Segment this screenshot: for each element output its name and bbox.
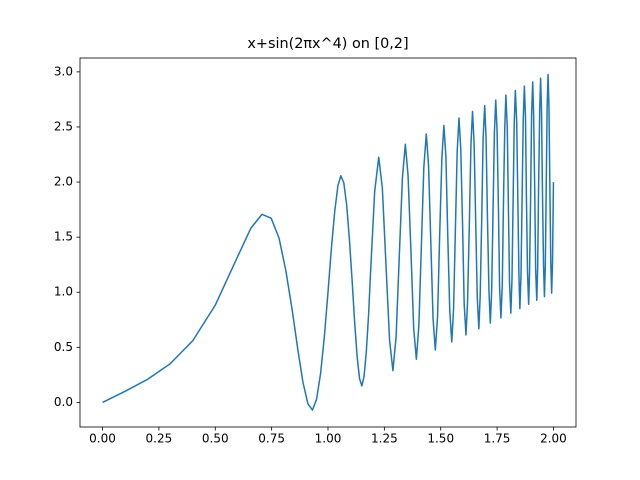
x-tick-label: 0.00 <box>89 432 116 446</box>
y-tick-label: 1.5 <box>54 230 73 244</box>
y-tick-label: 2.5 <box>54 119 73 133</box>
y-tick-label: 1.0 <box>54 285 73 299</box>
x-tick-label: 1.25 <box>371 432 398 446</box>
x-tick-label: 1.00 <box>315 432 342 446</box>
line-series <box>102 73 555 411</box>
y-tick-label: 2.0 <box>54 175 73 189</box>
x-tick-label: 0.75 <box>258 432 285 446</box>
chart-title: x+sin(2πx^4) on [0,2] <box>247 36 408 52</box>
x-tick-label: 2.00 <box>540 432 567 446</box>
y-tick-label: 0.5 <box>54 340 73 354</box>
x-tick-label: 1.75 <box>484 432 511 446</box>
y-tick-label: 0.0 <box>54 395 73 409</box>
axes-frame <box>79 57 577 428</box>
x-tick-label: 0.50 <box>202 432 229 446</box>
x-tick-label: 1.50 <box>427 432 454 446</box>
x-tick-label: 0.25 <box>146 432 173 446</box>
y-tick-label: 3.0 <box>54 64 73 78</box>
